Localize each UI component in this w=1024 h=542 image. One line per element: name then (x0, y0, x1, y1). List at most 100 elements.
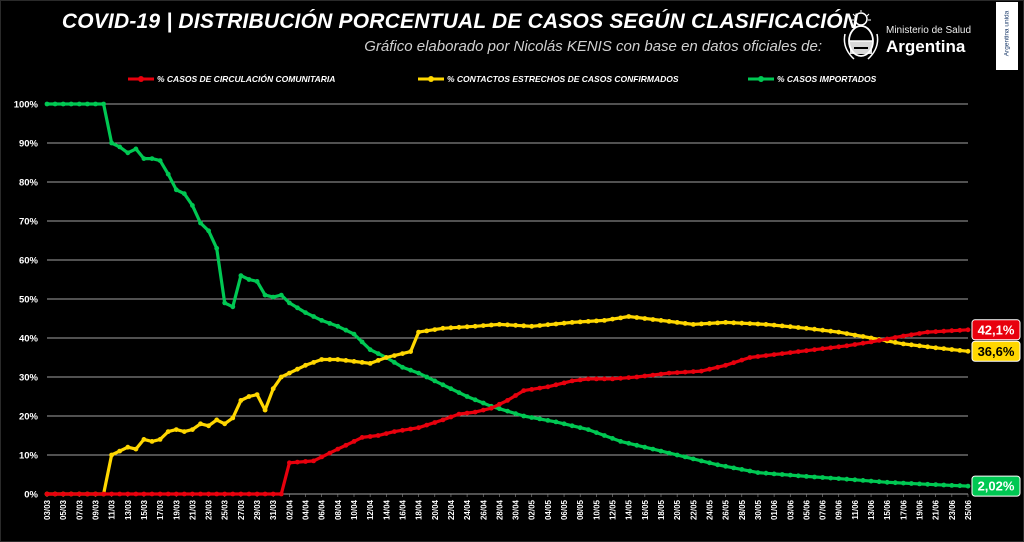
x-tick-label: 13/03 (124, 499, 133, 520)
y-tick-label: 60% (19, 256, 39, 267)
series-point (416, 370, 421, 376)
x-tick-label: 25/06 (964, 499, 973, 520)
series-point (804, 348, 809, 354)
series-line (45, 102, 970, 488)
series-point (198, 491, 203, 497)
x-tick-label: 24/04 (463, 499, 472, 520)
series-point (949, 347, 955, 352)
series-point (723, 362, 728, 368)
x-tick-label: 23/06 (948, 499, 957, 520)
series-point (392, 353, 397, 358)
series-point (901, 480, 906, 486)
series-point (739, 357, 745, 363)
y-tick-label: 50% (19, 295, 39, 306)
series-point (779, 472, 785, 477)
series-point (432, 378, 438, 384)
series-point (537, 416, 543, 422)
series-point (569, 423, 575, 429)
series-point (303, 310, 308, 315)
series-point (157, 491, 163, 497)
series-point (925, 329, 930, 335)
series-point (238, 398, 244, 403)
series-point (771, 322, 777, 328)
series-point (553, 321, 559, 327)
x-tick-label: 15/06 (883, 499, 892, 520)
series-point (311, 458, 316, 464)
series-point (149, 491, 155, 497)
series-point (335, 323, 341, 329)
series-point (820, 475, 825, 480)
series-point (674, 370, 680, 375)
series-point (278, 491, 284, 497)
series-point (141, 156, 147, 162)
x-tick-label: 08/04 (334, 499, 343, 520)
series-point (238, 491, 244, 497)
series-point (577, 377, 583, 383)
series-point (941, 482, 947, 488)
series-point (424, 422, 430, 428)
series-point (173, 491, 179, 497)
series-point (311, 314, 316, 319)
series-point (68, 491, 74, 497)
end-label: 36,6% (978, 344, 1015, 359)
series-point (545, 384, 551, 390)
series-point (52, 101, 58, 107)
series-point (408, 349, 413, 354)
series-point (327, 450, 333, 456)
series-point (101, 491, 106, 497)
x-tick-label: 16/04 (398, 499, 407, 520)
series-point (949, 328, 955, 334)
series-point (214, 491, 220, 497)
series-point (933, 329, 939, 335)
series-point (917, 481, 922, 487)
series-point (52, 491, 58, 497)
series-point (901, 333, 906, 339)
series-point (795, 349, 801, 354)
series-point (392, 429, 397, 434)
series-point (408, 426, 413, 432)
series-point (109, 140, 114, 146)
series-point (585, 376, 591, 382)
series-point (836, 344, 842, 350)
x-tick-label: 26/04 (479, 499, 488, 520)
series-point (165, 491, 171, 497)
series-point (295, 305, 300, 311)
series-point (464, 394, 470, 399)
x-tick-label: 18/04 (415, 499, 424, 520)
x-tick-label: 22/04 (447, 499, 456, 520)
series-point (497, 322, 502, 327)
x-tick-label: 18/05 (657, 499, 666, 520)
x-tick-label: 28/04 (495, 499, 504, 520)
argentina-emblem-icon (843, 10, 879, 60)
series-point (561, 380, 567, 386)
series-point (181, 491, 187, 497)
series-point (440, 382, 446, 388)
series-point (828, 475, 834, 481)
series-point (569, 378, 575, 384)
series-point (383, 431, 389, 436)
series-point (634, 374, 640, 380)
y-tick-label: 20% (19, 412, 39, 423)
x-tick-label: 09/03 (91, 499, 100, 520)
series-point (876, 479, 882, 485)
x-tick-label: 08/05 (576, 499, 585, 520)
series-point (287, 460, 292, 466)
series-point (173, 427, 179, 432)
y-tick-label: 30% (19, 373, 39, 384)
series-point (763, 322, 769, 327)
series-point (812, 326, 817, 332)
series-point (149, 156, 155, 162)
x-tick-label: 07/06 (819, 499, 828, 520)
x-tick-label: 19/03 (172, 499, 181, 520)
series-point (190, 427, 195, 432)
series-point (690, 456, 696, 462)
series-point (109, 491, 114, 497)
series-point (682, 321, 688, 326)
series-point (521, 388, 527, 393)
series-point (319, 318, 325, 323)
x-tick-label: 16/05 (641, 499, 650, 520)
series-point (594, 430, 599, 435)
end-label: 42,1% (978, 322, 1015, 337)
series-point (723, 463, 728, 469)
